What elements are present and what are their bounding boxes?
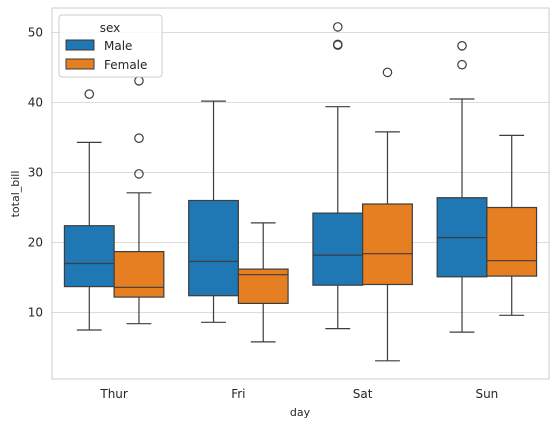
outlier-point — [134, 133, 144, 143]
box-iqr — [486, 206, 538, 277]
legend-swatch-male — [65, 39, 95, 51]
box-female-thur — [113, 76, 165, 325]
box-male-sat — [312, 22, 364, 330]
box-female-sun — [486, 134, 538, 316]
box-iqr — [113, 251, 165, 298]
y-tick-labels: 10 20 30 40 50 — [28, 26, 43, 320]
outlier-point — [332, 22, 343, 32]
box-plots — [63, 22, 538, 362]
legend: sex Male Female — [58, 14, 163, 78]
outlier-point — [332, 39, 343, 50]
legend-swatch-female — [65, 58, 95, 70]
box-iqr — [188, 199, 239, 297]
x-axis-label: day — [290, 406, 311, 419]
outlier-point — [134, 76, 144, 86]
x-tick-label: Fri — [231, 387, 245, 401]
legend-label-male: Male — [104, 39, 132, 53]
box-iqr — [312, 212, 364, 286]
box-iqr — [362, 203, 413, 286]
x-tick-labels: Thur Fri Sat Sun — [99, 387, 498, 401]
y-axis-label: total_bill — [9, 171, 22, 218]
box-male-sun — [436, 40, 488, 333]
box-female-sat — [362, 67, 413, 362]
x-tick-label: Thur — [99, 387, 128, 401]
box-male-fri — [188, 100, 239, 323]
legend-title: sex — [100, 21, 121, 35]
y-tick-label: 10 — [28, 306, 43, 320]
plot-frame — [51, 7, 550, 380]
outlier-point — [134, 169, 144, 179]
x-tick-label: Sun — [475, 387, 498, 401]
outlier-point — [457, 40, 467, 51]
box-iqr — [63, 225, 115, 288]
box-female-fri — [237, 222, 289, 343]
y-tick-label: 40 — [28, 96, 43, 110]
outlier-point — [382, 67, 393, 78]
y-tick-label: 20 — [28, 236, 43, 250]
outlier-point — [457, 59, 467, 70]
outlier-point — [84, 89, 95, 99]
y-tick-label: 50 — [28, 26, 43, 40]
y-tick-label: 30 — [28, 166, 43, 180]
legend-label-female: Female — [104, 58, 147, 72]
box-male-thur — [63, 89, 115, 331]
x-tick-label: Sat — [353, 387, 373, 401]
